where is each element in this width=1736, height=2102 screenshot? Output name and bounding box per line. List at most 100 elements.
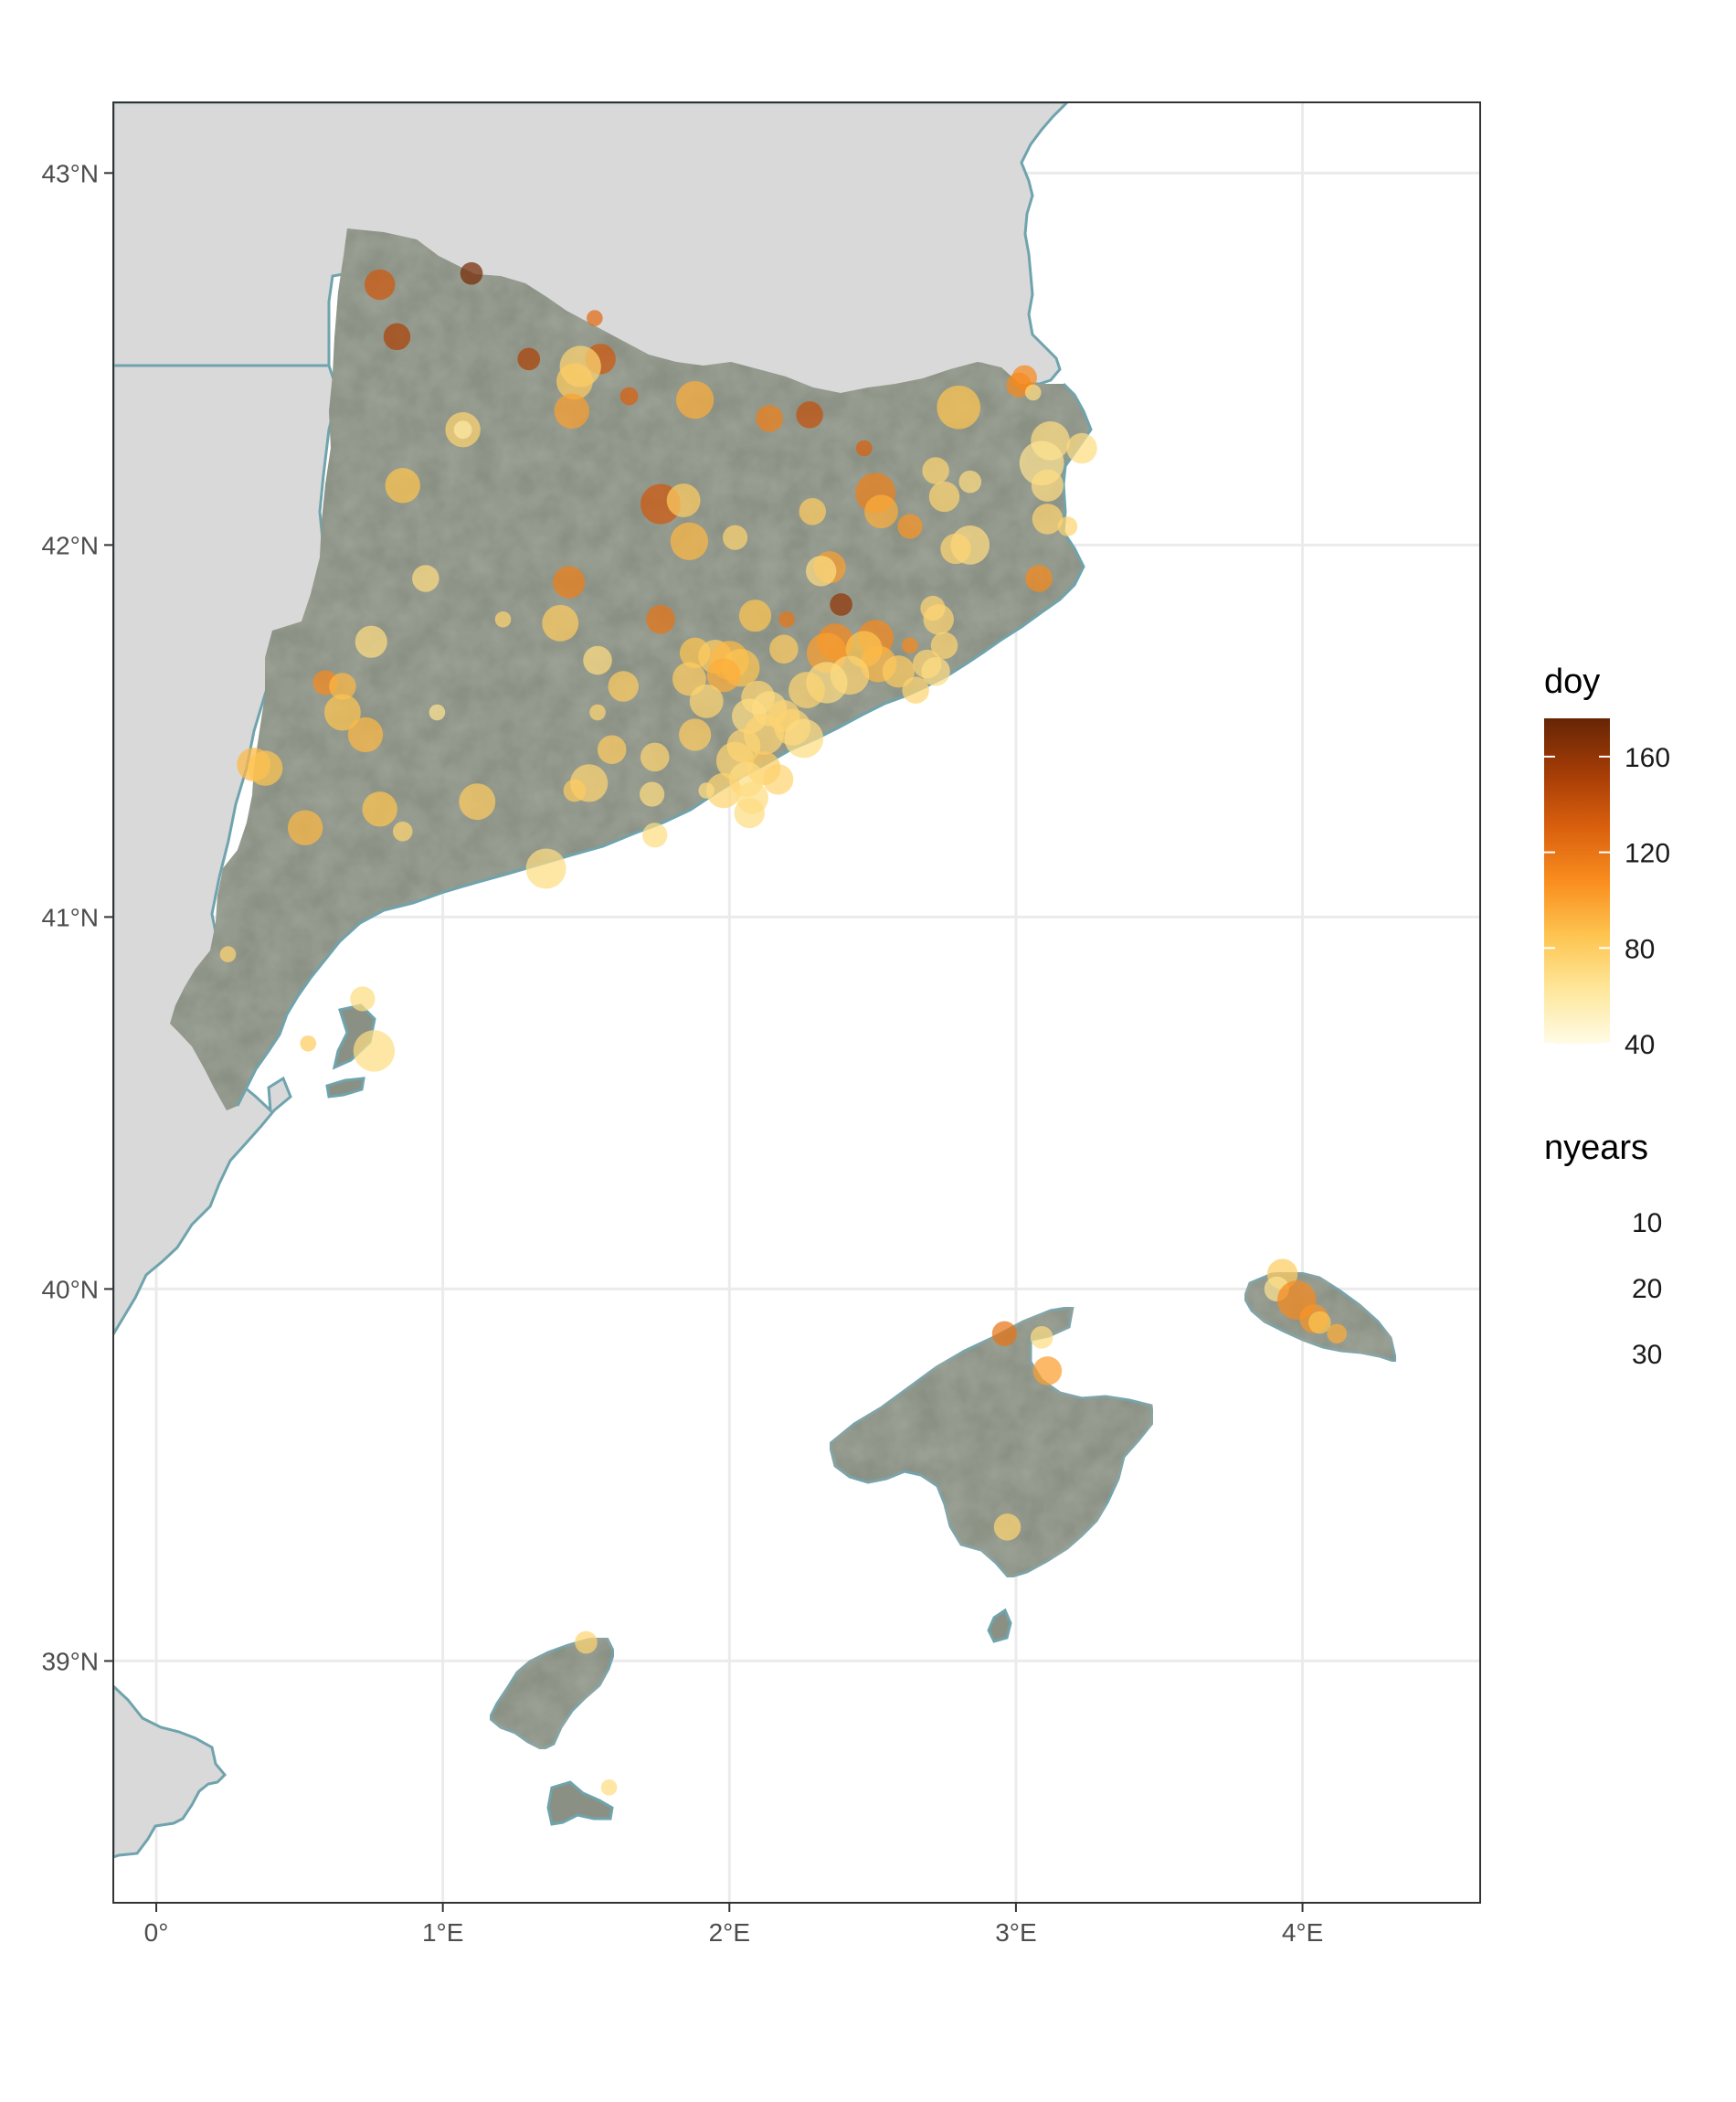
station-point (796, 401, 823, 429)
x-tick-label: 0° (144, 1918, 169, 1947)
formentera-island (546, 1780, 614, 1826)
station-point (855, 440, 873, 457)
station-point (1031, 469, 1064, 502)
station-point (670, 522, 709, 560)
station-point (600, 1779, 618, 1796)
station-point (583, 645, 612, 675)
station-point (864, 494, 898, 529)
station-point (364, 269, 396, 301)
y-tick-label: 43°N (41, 159, 99, 187)
station-point (921, 656, 950, 686)
station-point (676, 380, 715, 419)
y-tick-label: 41°N (41, 903, 99, 931)
station-point (930, 632, 958, 660)
map-panel (113, 102, 1480, 1903)
station-point (563, 779, 587, 802)
y-tick-label: 40°N (41, 1275, 99, 1303)
station-point (1066, 432, 1097, 464)
station-point (778, 610, 795, 628)
station-point (597, 735, 627, 765)
y-tick-label: 39°N (41, 1647, 99, 1675)
station-point (300, 1035, 317, 1052)
station-point (928, 481, 960, 513)
station-point (1327, 1323, 1347, 1344)
station-point (350, 986, 376, 1012)
station-point (429, 704, 446, 721)
station-point (789, 672, 825, 709)
station-point (940, 533, 971, 565)
station-point (805, 556, 837, 587)
station-point (902, 637, 918, 654)
station-point (556, 363, 593, 400)
station-point (587, 310, 603, 326)
station-point (1025, 565, 1053, 592)
station-point (589, 704, 606, 721)
station-point (1308, 1311, 1331, 1334)
station-point (323, 694, 361, 731)
station-point (1024, 384, 1042, 401)
station-point (922, 457, 949, 484)
station-point (554, 393, 590, 430)
y-axis: 43°N 42°N 41°N 40°N 39°N (41, 159, 113, 1675)
station-point (392, 821, 413, 842)
station-point (991, 1321, 1017, 1346)
station-point (762, 764, 794, 795)
station-point (355, 625, 387, 658)
station-point (460, 261, 483, 285)
station-point (608, 671, 639, 702)
station-point (1032, 1356, 1063, 1385)
station-point (897, 514, 923, 539)
x-tick-label: 4°E (1282, 1918, 1323, 1947)
station-point (642, 823, 668, 848)
ebro-delta-spit (325, 1077, 365, 1099)
x-tick-label: 2°E (709, 1918, 750, 1947)
station-point (553, 566, 586, 599)
station-point (993, 1513, 1021, 1541)
iberia-land-south (113, 1683, 228, 1859)
station-point (383, 323, 411, 351)
station-point (640, 781, 665, 807)
legend-nyears: nyears 10 20 30 (1544, 1129, 1662, 1370)
station-point (542, 604, 579, 642)
station-point (738, 600, 772, 632)
legend-doy-tick-label: 160 (1625, 743, 1670, 773)
legend-nyears-key (1572, 1349, 1581, 1357)
station-point (784, 718, 824, 759)
station-point (385, 468, 420, 504)
legend-nyears-label: 10 (1632, 1208, 1662, 1238)
station-point (902, 676, 929, 704)
station-point (705, 772, 742, 809)
legend-nyears-label: 30 (1632, 1340, 1662, 1370)
cabrera-island (987, 1608, 1012, 1643)
station-point (882, 655, 915, 688)
station-point (329, 673, 356, 700)
station-point (1032, 504, 1064, 535)
station-point (722, 525, 748, 550)
station-point (689, 684, 724, 718)
legend-doy-tick-label: 120 (1625, 839, 1670, 869)
station-point (412, 565, 439, 592)
station-point (923, 604, 954, 635)
mallorca-island (828, 1305, 1155, 1579)
station-point (453, 420, 472, 440)
station-point (646, 604, 675, 634)
station-point (287, 810, 323, 845)
legend-doy-tick-label: 40 (1625, 1030, 1655, 1060)
station-point (517, 347, 541, 371)
station-point (799, 497, 827, 526)
station-point (362, 791, 397, 827)
station-point (640, 742, 670, 772)
station-points (219, 261, 1347, 1796)
legend-nyears-title: nyears (1544, 1129, 1648, 1167)
station-point (347, 717, 384, 753)
legend-doy-tick-label: 80 (1625, 934, 1655, 964)
legend-nyears-key (1573, 1284, 1581, 1291)
station-point (459, 783, 496, 821)
station-point (769, 634, 799, 664)
station-point (248, 750, 283, 786)
station-point (830, 593, 852, 616)
legend-doy-title: doy (1544, 663, 1600, 701)
station-point (734, 797, 765, 829)
station-point (619, 387, 639, 406)
